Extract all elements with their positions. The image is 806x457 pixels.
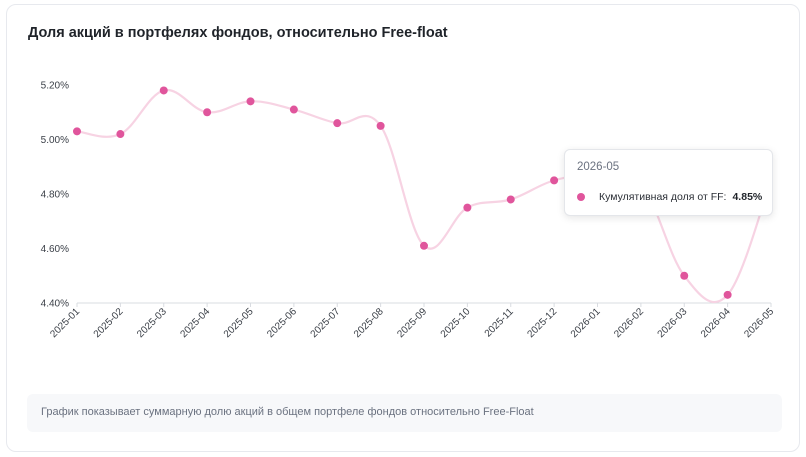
y-tick-label: 4.60%	[41, 244, 69, 255]
y-tick-label: 4.40%	[41, 299, 69, 310]
x-tick-label: 2025-01	[48, 306, 82, 340]
y-tick-label: 5.20%	[41, 81, 69, 92]
chart-card: Доля акций в портфелях фондов, относител…	[6, 4, 800, 452]
x-tick-label: 2025-02	[92, 306, 126, 340]
x-tick-label: 2025-11	[483, 306, 517, 340]
data-point[interactable]	[420, 241, 428, 250]
data-point[interactable]	[376, 121, 385, 130]
y-tick-label: 4.80%	[41, 190, 69, 201]
data-point[interactable]	[550, 176, 559, 185]
x-tick-label: 2025-03	[135, 306, 169, 340]
x-tick-label: 2026-03	[656, 306, 690, 340]
data-point[interactable]	[73, 127, 81, 136]
x-tick-label: 2025-08	[352, 306, 386, 340]
data-point[interactable]	[680, 271, 689, 280]
chart-tooltip: 2026-05 Кумулятивная доля от FF: 4.85%	[564, 149, 773, 216]
tooltip-date: 2026-05	[577, 161, 620, 173]
x-tick-label: 2026-05	[742, 306, 776, 340]
data-point[interactable]	[246, 97, 255, 106]
data-point[interactable]	[463, 203, 472, 212]
y-axis: 4.40% 4.60% 4.80% 5.00% 5.20%	[41, 81, 69, 310]
tooltip-row: Кумулятивная доля от FF: 4.85%	[577, 191, 762, 203]
data-point[interactable]	[333, 119, 342, 128]
x-tick-label: 2026-02	[612, 306, 646, 340]
y-tick-label: 5.00%	[41, 135, 69, 146]
x-axis: 2025-01 2025-02 2025-03 2025-04 2025-05 2025-…	[48, 302, 776, 340]
tooltip-series-label: Кумулятивная доля от FF:	[599, 191, 727, 203]
x-tick-label: 2025-07	[309, 306, 343, 340]
x-tick-label: 2026-01	[569, 306, 603, 340]
tooltip-value: 4.85%	[732, 191, 763, 203]
data-point[interactable]	[116, 130, 125, 139]
x-tick-label: 2025-04	[179, 306, 213, 340]
chart-description: График показывает суммарную долю акций в…	[27, 394, 782, 432]
data-point[interactable]	[289, 105, 298, 114]
x-tick-label: 2025-09	[395, 306, 429, 340]
chart-title: Доля акций в портфелях фондов, относител…	[28, 25, 448, 41]
x-tick-label: 2025-05	[222, 306, 256, 340]
x-tick-label: 2025-10	[439, 306, 473, 340]
x-tick-label: 2025-06	[265, 306, 299, 340]
x-tick-label: 2026-04	[699, 306, 733, 340]
data-point[interactable]	[506, 195, 515, 204]
data-point[interactable]	[159, 86, 168, 95]
data-point[interactable]	[203, 108, 212, 117]
tooltip-series-dot	[577, 193, 585, 201]
data-point[interactable]	[723, 290, 732, 299]
x-tick-label: 2025-12	[526, 306, 560, 340]
